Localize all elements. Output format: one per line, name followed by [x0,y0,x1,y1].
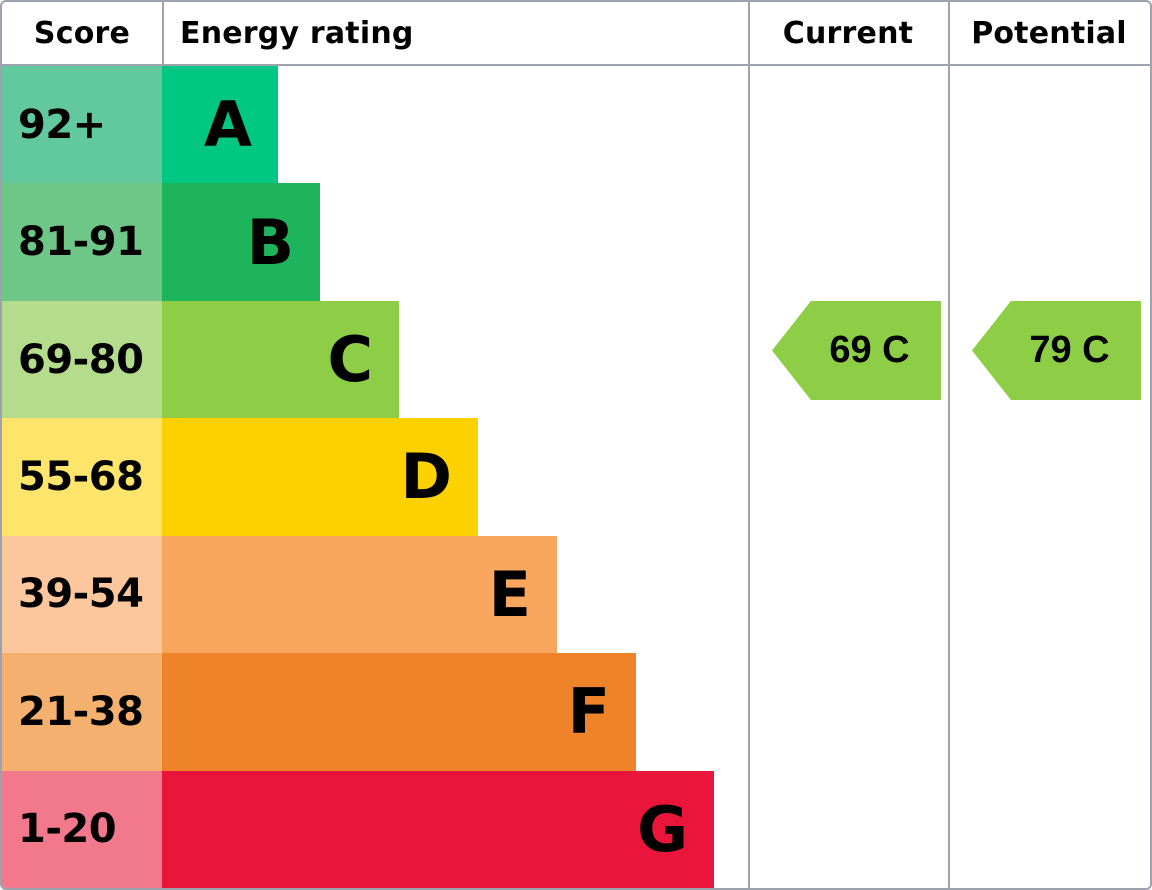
band-row-a: 92+ A [2,66,1150,184]
rating-letter-b: B [246,205,294,279]
rating-bar-b: B [162,183,320,301]
header-score: Score [33,15,131,51]
rating-letter-c: C [327,323,373,397]
score-range-d: 55-68 [2,418,162,536]
potential-rating-label: 79 C [1029,329,1110,371]
rating-letter-a: A [204,88,252,162]
current-rating-label: 69 C [829,329,910,371]
rating-letter-d: D [400,440,452,514]
band-row-b: 81-91 B [2,183,1150,301]
header-potential: Potential [971,15,1127,51]
current-rating-arrow: 69 C [772,301,941,400]
divider-score-rating [162,2,164,64]
score-range-g: 1-20 [2,770,162,888]
rating-letter-e: E [488,557,531,631]
rating-letter-g: G [637,792,688,866]
score-range-b: 81-91 [2,183,162,301]
rating-bar-c: C [162,300,399,419]
score-range-e: 39-54 [2,535,162,654]
band-row-d: 55-68 D [2,418,1150,536]
score-range-c: 69-80 [2,300,162,419]
rating-bar-f: F [162,653,636,771]
rating-bar-d: D [162,418,478,536]
rating-bands: 92+ A 81-91 B 69-80 C 55-68 D 39-54 E 21… [2,66,1150,888]
header-current: Current [782,15,914,51]
header-energy-rating: Energy rating [180,15,414,51]
divider-current-potential [948,2,950,888]
band-row-f: 21-38 F [2,653,1150,771]
band-row-e: 39-54 E [2,535,1150,654]
rating-bar-e: E [162,535,557,654]
score-range-f: 21-38 [2,653,162,771]
potential-rating-arrow: 79 C [972,301,1141,400]
rating-bar-a: A [162,66,278,184]
rating-letter-f: F [567,675,610,749]
rating-bar-g: G [162,770,714,888]
score-range-a: 92+ [2,66,162,184]
header-row: Score Energy rating Current Potential [2,2,1150,66]
band-row-g: 1-20 G [2,770,1150,888]
divider-rating-current [748,2,750,888]
band-row-c: 69-80 C [2,300,1150,419]
